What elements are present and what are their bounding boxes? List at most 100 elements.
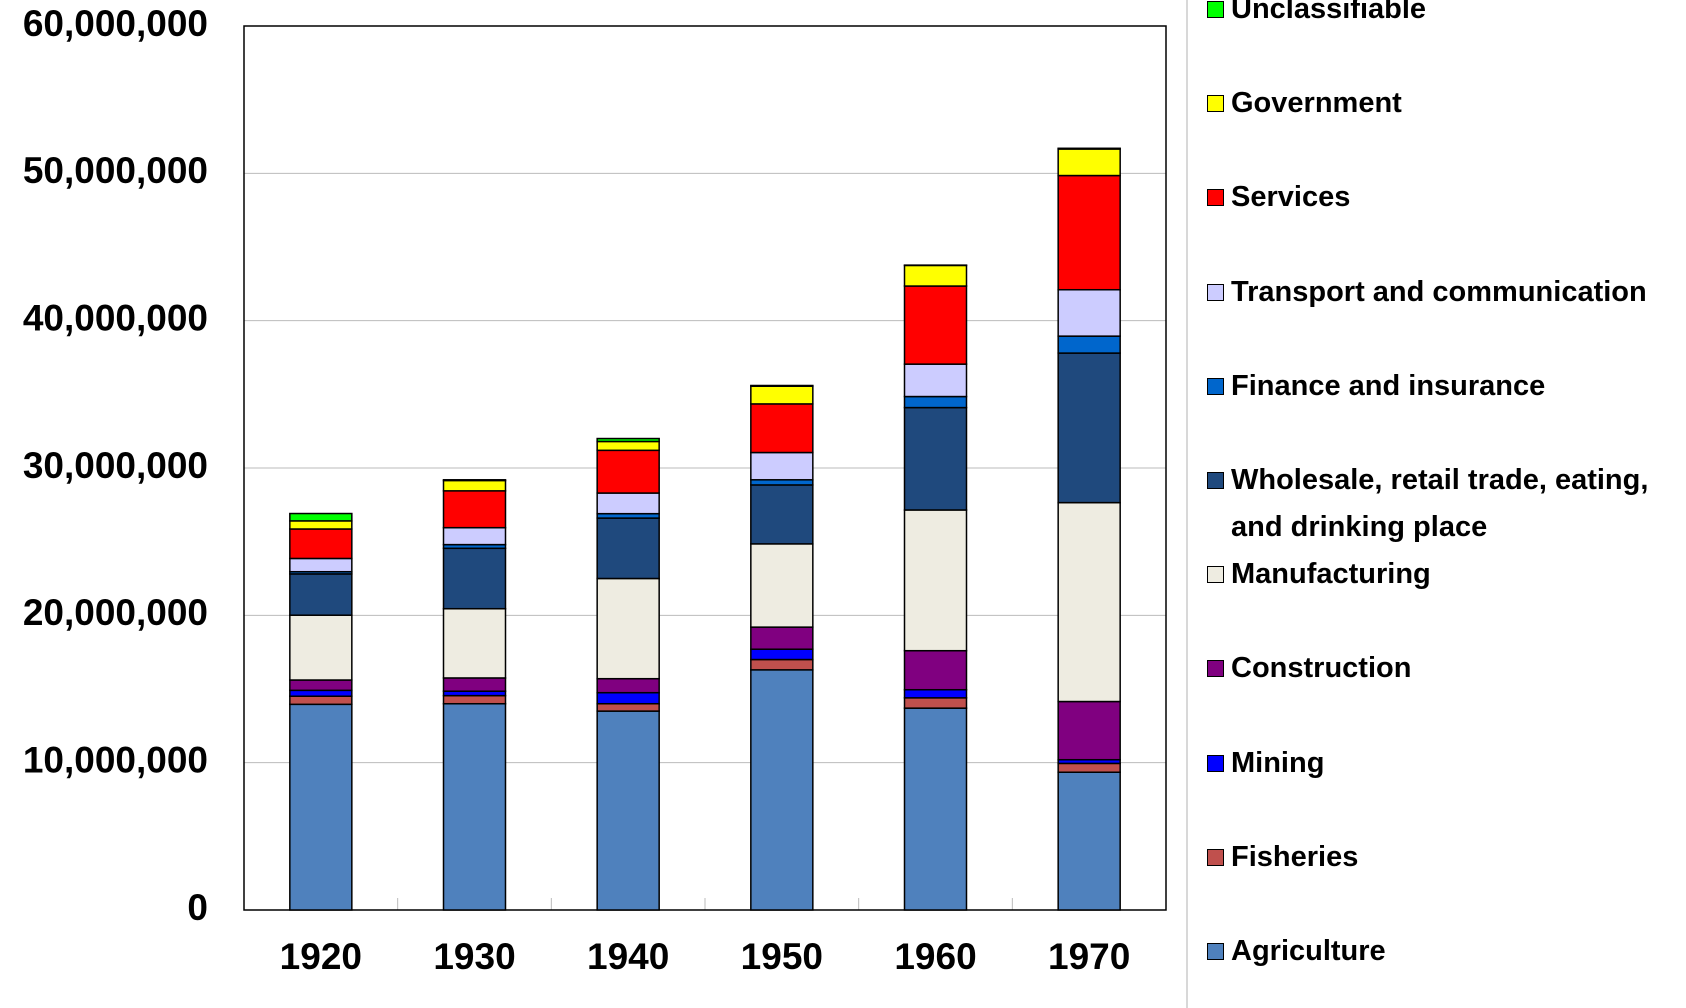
bar-segment xyxy=(1057,288,1121,337)
legend-item: Wholesale, retail trade, eating, and dri… xyxy=(1207,457,1677,551)
legend-label: Mining xyxy=(1231,746,1325,779)
bar-segment xyxy=(903,406,968,511)
bar-segment xyxy=(442,526,507,546)
bar-segment xyxy=(596,710,660,911)
legend-label: Agriculture xyxy=(1231,935,1386,967)
bar-segment xyxy=(442,479,507,492)
x-tick-label: 1970 xyxy=(1048,936,1130,977)
bar-segment xyxy=(289,679,353,692)
legend-label: Construction xyxy=(1231,652,1412,685)
bar-segment xyxy=(903,264,968,287)
bar-segment xyxy=(442,490,507,529)
bar-segment xyxy=(750,484,814,545)
y-tick-label: 20,000,000 xyxy=(23,592,208,633)
bar-segment xyxy=(903,649,968,691)
legend-label: Unclassifiable xyxy=(1231,0,1427,25)
legend-swatch xyxy=(1207,377,1224,395)
bar-segment xyxy=(442,702,507,911)
legend-item: Mining xyxy=(1207,740,1677,787)
legend-swatch xyxy=(1207,283,1224,301)
bar-segment xyxy=(596,577,660,680)
legend-swatch xyxy=(1207,754,1224,772)
legend-item: Fisheries xyxy=(1207,834,1677,881)
bar-segment xyxy=(750,648,814,661)
bar-segment xyxy=(750,451,814,481)
bar-segment xyxy=(289,520,353,530)
bar-segment xyxy=(1057,352,1121,504)
bar-segment xyxy=(750,384,814,387)
bar-segment xyxy=(289,528,353,560)
legend-item: Government xyxy=(1207,80,1677,127)
legend-item: Services xyxy=(1207,174,1677,221)
bar-segment xyxy=(750,403,814,454)
bar-segment xyxy=(750,658,814,671)
bar-segment xyxy=(903,688,968,699)
bar-segment xyxy=(1057,147,1121,150)
bar-segment xyxy=(442,677,507,692)
legend-label: Manufacturing xyxy=(1231,558,1431,591)
bar-segment xyxy=(289,573,353,616)
legend-item: Agriculture xyxy=(1207,928,1677,975)
bar-segment xyxy=(289,614,353,681)
bar-segment xyxy=(903,509,968,652)
bar-segment xyxy=(1057,771,1121,911)
bar-segment xyxy=(289,703,353,911)
bar-segment xyxy=(442,547,507,610)
legend-swatch xyxy=(1207,943,1224,960)
legend-swatch xyxy=(1207,472,1224,489)
bar-segment xyxy=(750,543,814,628)
legend-label: Government xyxy=(1231,87,1402,120)
legend-label: Finance and insurance xyxy=(1231,369,1546,402)
x-tick-label: 1930 xyxy=(433,936,515,977)
bar-segment xyxy=(750,669,814,911)
y-tick-label: 40,000,000 xyxy=(23,297,208,338)
bar-segment xyxy=(596,440,660,452)
legend-item: Transport and communication xyxy=(1207,269,1677,316)
bar-segment xyxy=(289,689,353,697)
legend-swatch xyxy=(1207,189,1224,207)
legend-label: Transport and communication xyxy=(1231,275,1647,308)
bar-segment xyxy=(1057,335,1121,354)
bar-segment xyxy=(1057,700,1121,761)
bar-segment xyxy=(596,517,660,580)
legend-swatch xyxy=(1207,95,1224,113)
bar-segment xyxy=(903,395,968,409)
bar-segment xyxy=(596,437,660,443)
bar-segment xyxy=(1057,148,1121,177)
x-tick-label: 1960 xyxy=(894,936,976,977)
legend-label: Wholesale, retail trade, eating, and dri… xyxy=(1231,464,1649,543)
legend-label: Services xyxy=(1231,181,1351,214)
y-tick-label: 10,000,000 xyxy=(23,739,208,780)
x-tick-label: 1950 xyxy=(741,936,823,977)
bar-segment xyxy=(596,691,660,705)
bar-segment xyxy=(596,449,660,494)
bar-segment xyxy=(903,707,968,911)
bar-segment xyxy=(596,702,660,712)
y-tick-label: 0 xyxy=(187,887,208,928)
legend-swatch xyxy=(1207,1,1224,18)
bar-segment xyxy=(442,479,507,482)
bar-segment xyxy=(750,479,814,486)
bar-segment xyxy=(903,285,968,365)
bar-segment xyxy=(289,557,353,573)
legend-swatch xyxy=(1207,660,1224,678)
y-tick-label: 50,000,000 xyxy=(23,150,208,191)
legend-item: Finance and insurance xyxy=(1207,363,1677,410)
legend-label: Fisheries xyxy=(1231,840,1359,873)
bar-segment xyxy=(750,385,814,405)
bar-segment xyxy=(289,695,353,706)
x-tick-label: 1920 xyxy=(280,936,362,977)
bar-segment xyxy=(750,626,814,650)
bar-segment xyxy=(1057,762,1121,773)
legend-swatch xyxy=(1207,848,1224,866)
legend-item: Construction xyxy=(1207,645,1677,692)
y-tick-label: 60,000,000 xyxy=(23,3,208,44)
bar-segment xyxy=(442,694,507,705)
x-tick-label: 1940 xyxy=(587,936,669,977)
plot-frame xyxy=(243,25,1167,911)
bar-segment xyxy=(596,677,660,694)
legend-swatch xyxy=(1207,566,1224,584)
bar-segment xyxy=(442,607,507,679)
